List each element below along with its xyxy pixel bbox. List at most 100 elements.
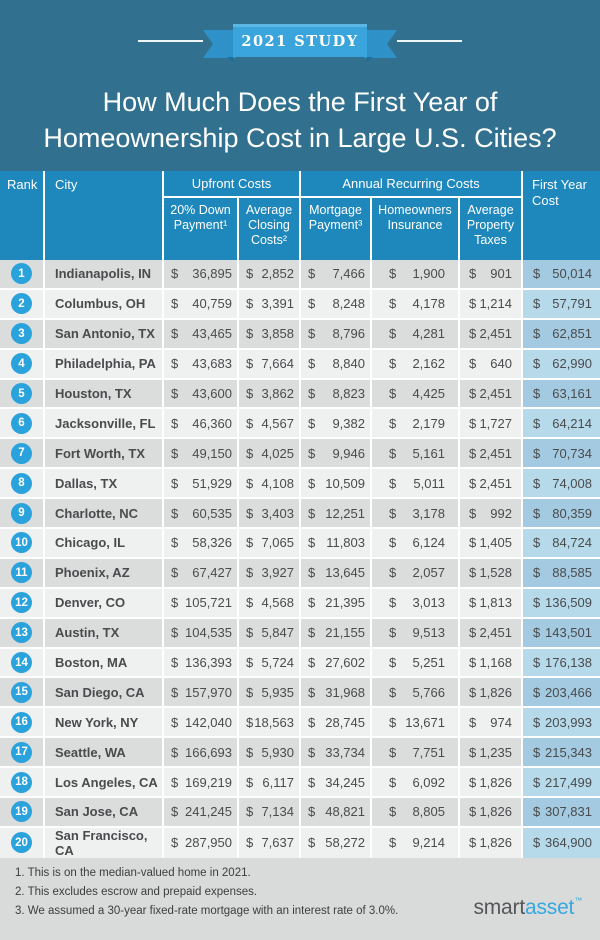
first-year-cost-cell: $136,509 (521, 588, 600, 617)
amount: 48,821 (325, 804, 365, 820)
amount: 58,326 (192, 535, 232, 551)
mortgage-payment-cell: $9,946 (299, 439, 370, 468)
amount: 7,751 (412, 744, 445, 760)
first-year-cost-cell: $62,990 (521, 349, 600, 378)
amount: 4,178 (412, 296, 445, 312)
amount: 2,451 (479, 326, 512, 342)
dollar-sign: $ (246, 655, 254, 671)
dollar-sign: $ (308, 386, 316, 401)
dollar-sign: $ (533, 415, 541, 431)
amount: 43,465 (192, 326, 232, 342)
property-taxes-cell: $992 (458, 499, 521, 528)
amount: 157,970 (185, 684, 232, 700)
footnote-3: 3. We assumed a 30-year fixed-rate mortg… (15, 905, 399, 917)
homeowners-insurance-cell: $5,766 (370, 678, 458, 707)
col-header-homeowners-insurance: Homeowners Insurance (370, 198, 458, 260)
dollar-sign: $ (389, 415, 397, 431)
mortgage-payment-cell: $28,745 (299, 708, 370, 737)
first-year-cost-cell: $88,585 (521, 558, 600, 587)
closing-costs-cell: $6,117 (237, 768, 299, 797)
amount: 169,219 (185, 774, 232, 790)
amount: 176,138 (545, 655, 592, 671)
mortgage-payment-cell: $21,395 (299, 588, 370, 617)
down-payment-cell: $46,360 (162, 409, 237, 438)
dollar-sign: $ (308, 565, 316, 581)
dollar-sign: $ (246, 535, 254, 551)
amount: 43,600 (192, 386, 232, 401)
amount: 2,451 (479, 386, 512, 401)
dollar-sign: $ (533, 774, 541, 790)
closing-costs-cell: $3,391 (237, 289, 299, 318)
amount: 217,499 (545, 774, 592, 790)
first-year-cost-cell: $50,014 (521, 260, 600, 288)
table-row: 13 Austin, TX $104,535 $5,847 $21,155 $9,513 $… (0, 618, 600, 649)
dollar-sign: $ (246, 684, 254, 700)
dollar-sign: $ (171, 505, 179, 521)
dollar-sign: $ (171, 744, 179, 760)
dollar-sign: $ (171, 356, 179, 372)
amount: 1,813 (479, 595, 512, 611)
dollar-sign: $ (171, 804, 179, 820)
dollar-sign: $ (469, 386, 477, 401)
rank-badge: 12 (11, 592, 32, 614)
city-cell: Chicago, IL (43, 529, 162, 557)
dollar-sign: $ (246, 386, 254, 401)
homeowners-insurance-cell: $6,124 (370, 529, 458, 557)
first-year-cost-cell: $203,993 (521, 708, 600, 737)
homeowners-insurance-cell: $3,013 (370, 588, 458, 617)
table-row: 2 Columbus, OH $40,759 $3,391 $8,248 $4,178 $1… (0, 289, 600, 320)
dollar-sign: $ (469, 714, 477, 730)
amount: 1,168 (479, 655, 512, 671)
rank-badge: 18 (11, 771, 32, 793)
rank-cell: 14 (0, 648, 43, 677)
amount: 901 (490, 266, 512, 282)
property-taxes-cell: $1,528 (458, 558, 521, 587)
dollar-sign: $ (246, 356, 254, 372)
amount: 88,585 (552, 565, 592, 581)
amount: 143,501 (545, 625, 592, 641)
dollar-sign: $ (533, 744, 541, 760)
down-payment-cell: $104,535 (162, 618, 237, 647)
table-body: 1 Indianapolis, IN $36,895 $2,852 $7,466 $1,9… (0, 260, 600, 858)
amount: 203,466 (545, 684, 592, 700)
amount: 1,826 (479, 684, 512, 700)
homeowners-insurance-cell: $5,011 (370, 469, 458, 498)
down-payment-cell: $287,950 (162, 827, 237, 858)
table-row: 3 San Antonio, TX $43,465 $3,858 $8,796 $4,28… (0, 319, 600, 350)
rank-cell: 15 (0, 678, 43, 707)
amount: 3,391 (261, 296, 294, 312)
homeowners-insurance-cell: $3,178 (370, 499, 458, 528)
logo-text-asset: asset (524, 896, 575, 919)
dollar-sign: $ (389, 804, 397, 820)
amount: 64,214 (552, 415, 592, 431)
ribbon-fold-left (227, 57, 233, 62)
city-cell: San Antonio, TX (43, 319, 162, 348)
col-group-upfront-costs: Upfront Costs (162, 171, 299, 198)
property-taxes-cell: $2,451 (458, 618, 521, 647)
amount: 215,343 (545, 744, 592, 760)
dollar-sign: $ (533, 505, 541, 521)
city-cell: Seattle, WA (43, 738, 162, 767)
down-payment-cell: $169,219 (162, 768, 237, 797)
rank-cell: 17 (0, 738, 43, 767)
rank-cell: 1 (0, 260, 43, 288)
rank-cell: 13 (0, 618, 43, 647)
property-taxes-cell: $1,826 (458, 768, 521, 797)
down-payment-cell: $142,040 (162, 708, 237, 737)
property-taxes-cell: $1,813 (458, 588, 521, 617)
ribbon-tail-left (203, 30, 236, 58)
dollar-sign: $ (246, 505, 254, 521)
amount: 6,124 (412, 535, 445, 551)
page-title-line1: How Much Does the First Year of (102, 87, 498, 117)
amount: 1,900 (412, 266, 445, 282)
page-title: How Much Does the First Year of Homeowne… (0, 84, 600, 156)
dollar-sign: $ (246, 595, 254, 611)
rank-badge: 20 (11, 832, 32, 854)
rank-badge: 13 (11, 622, 32, 644)
dollar-sign: $ (308, 326, 316, 342)
dollar-sign: $ (171, 475, 179, 491)
amount: 4,025 (261, 445, 294, 461)
amount: 9,513 (412, 625, 445, 641)
dollar-sign: $ (533, 595, 541, 611)
rank-cell: 3 (0, 319, 43, 348)
